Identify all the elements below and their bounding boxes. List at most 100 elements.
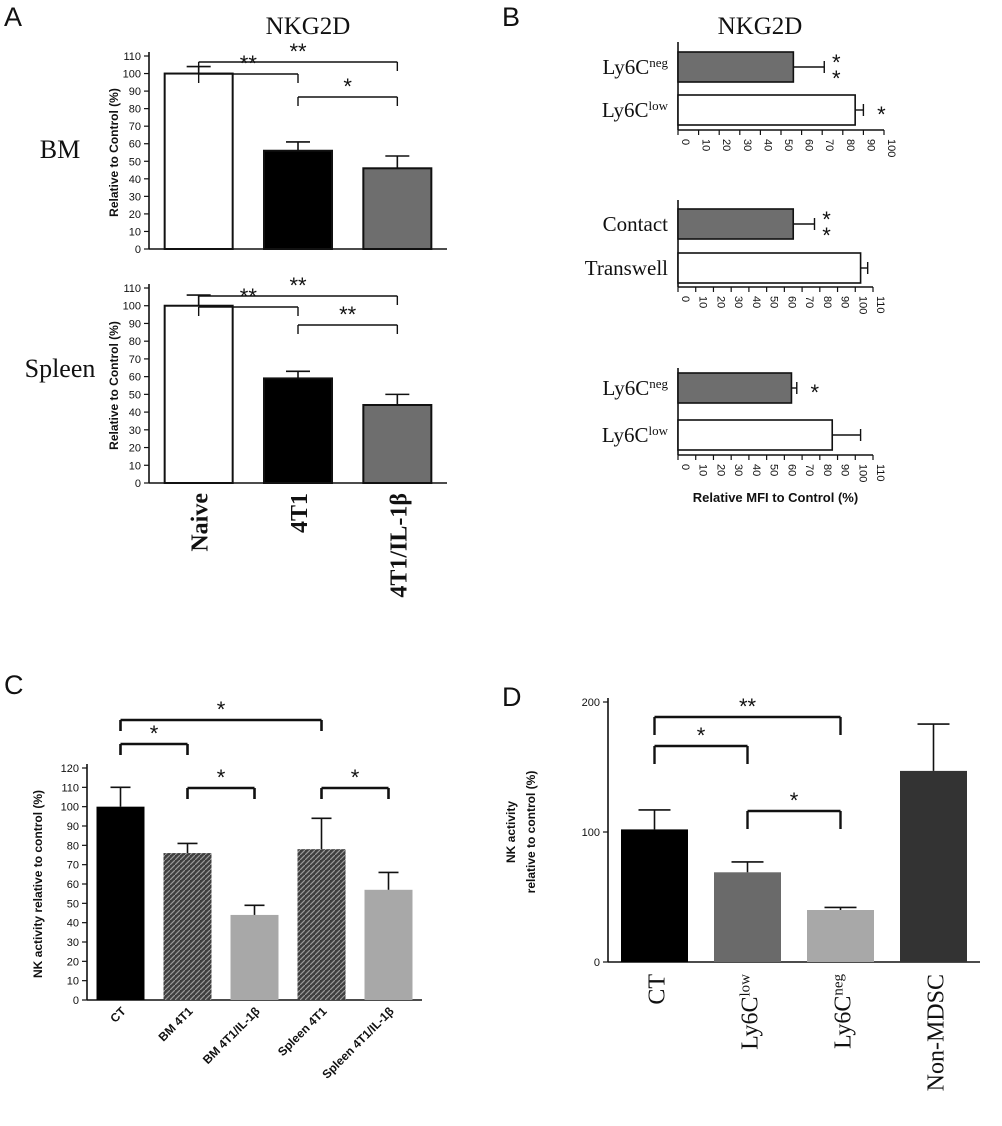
x-tick-label: 100 bbox=[856, 464, 868, 482]
y-tick-label: 70 bbox=[129, 121, 141, 133]
category-label: Naive bbox=[188, 493, 214, 552]
significance-label: * bbox=[217, 697, 226, 722]
y-tick-label: 120 bbox=[61, 763, 79, 775]
y-tick-label: 30 bbox=[67, 937, 79, 949]
significance-label: * bbox=[217, 765, 226, 790]
significance-label: ** bbox=[289, 39, 307, 64]
x-tick-label: 0 bbox=[679, 296, 691, 302]
category-label: 4T1/IL-1β bbox=[386, 493, 412, 598]
category-label: BM 4T1 bbox=[156, 1004, 196, 1044]
x-tick-label: 10 bbox=[697, 296, 709, 308]
y-tick-label: 100 bbox=[123, 69, 141, 81]
significance-label: * bbox=[810, 380, 819, 405]
y-tick-label: 110 bbox=[123, 51, 141, 63]
panel-a-title: NKG2D bbox=[266, 13, 351, 40]
significance-label: ** bbox=[739, 694, 757, 719]
bar bbox=[677, 51, 795, 83]
x-tick-label: 40 bbox=[750, 296, 762, 308]
category-label: Spleen 4T1 bbox=[275, 1004, 330, 1059]
bar bbox=[163, 304, 234, 484]
y-tick-label: 40 bbox=[67, 918, 79, 930]
y-tick-label: 200 bbox=[582, 697, 600, 709]
y-tick-label: 80 bbox=[129, 104, 141, 116]
x-tick-label: 60 bbox=[803, 139, 815, 151]
panel-letter-d: D bbox=[502, 682, 522, 712]
bar bbox=[230, 914, 279, 1000]
x-tick-label: 80 bbox=[844, 139, 856, 151]
y-tick-label: 20 bbox=[129, 443, 141, 455]
panel-a-row-label-bm: BM bbox=[40, 135, 80, 164]
significance-label: * bbox=[150, 721, 159, 746]
y-tick-label: 0 bbox=[135, 244, 141, 256]
significance-label: * bbox=[351, 765, 360, 790]
bar bbox=[621, 829, 688, 962]
category-label: Contact bbox=[603, 212, 668, 236]
category-label: Transwell bbox=[585, 256, 668, 280]
bar bbox=[362, 167, 433, 250]
y-tick-label: 20 bbox=[67, 956, 79, 968]
x-tick-label: 50 bbox=[768, 464, 780, 476]
y-tick-label: 70 bbox=[67, 860, 79, 872]
bar bbox=[677, 372, 793, 404]
y-tick-label: 90 bbox=[129, 86, 141, 98]
y-tick-label: 40 bbox=[129, 407, 141, 419]
x-tick-label: 10 bbox=[700, 139, 712, 151]
x-tick-label: 20 bbox=[714, 296, 726, 308]
x-tick-label: 110 bbox=[874, 464, 886, 482]
bar bbox=[163, 853, 212, 1000]
x-tick-label: 80 bbox=[821, 296, 833, 308]
y-tick-label: 50 bbox=[67, 898, 79, 910]
y-tick-label: 0 bbox=[594, 957, 600, 969]
chart-b-ly6c-2: 0 10 20 30 40 50 60 70 80 90 100 110 Ly6Cneg * Ly6Clow… bbox=[602, 368, 886, 505]
y-tick-label: 10 bbox=[67, 976, 79, 988]
panel-b-title: NKG2D bbox=[718, 13, 803, 40]
y-tick-label: 0 bbox=[73, 995, 79, 1007]
y-tick-label: 50 bbox=[129, 156, 141, 168]
x-tick-label: 70 bbox=[803, 464, 815, 476]
x-tick-label: 90 bbox=[864, 139, 876, 151]
bar bbox=[263, 149, 333, 250]
chart-a-bm: 0 10 20 30 40 50 60 70 80 90 100 110 Relative to Con… bbox=[107, 39, 447, 256]
y-tick-label: 20 bbox=[129, 209, 141, 221]
y-tick-label: 60 bbox=[67, 879, 79, 891]
significance-label: * bbox=[697, 723, 706, 748]
bar bbox=[900, 770, 967, 962]
x-tick-label: 50 bbox=[768, 296, 780, 308]
category-label: Ly6Cneg bbox=[603, 55, 669, 80]
x-tick-label: 110 bbox=[874, 296, 886, 314]
panel-letter-c: C bbox=[4, 670, 24, 700]
bar bbox=[163, 72, 234, 250]
category-label: Non-MDSC bbox=[924, 974, 950, 1091]
bar bbox=[364, 889, 413, 1000]
y-tick-label: 30 bbox=[129, 425, 141, 437]
significance-label: ** bbox=[339, 302, 357, 327]
x-tick-label: 30 bbox=[732, 464, 744, 476]
x-tick-label: 60 bbox=[785, 464, 797, 476]
y-tick-label: 100 bbox=[61, 802, 79, 814]
y-tick-label: 100 bbox=[123, 301, 141, 313]
chart-c: 0 10 20 30 40 50 60 70 80 90 100 110 120 NK activity … bbox=[31, 697, 422, 1082]
panel-letter-b: B bbox=[502, 2, 520, 32]
category-label: Ly6Clow bbox=[602, 423, 669, 448]
y-tick-label: 80 bbox=[129, 336, 141, 348]
y-tick-label: 70 bbox=[129, 354, 141, 366]
category-label: Ly6Cneg bbox=[831, 974, 857, 1050]
y-tick-label: 60 bbox=[129, 372, 141, 384]
significance-label: * bbox=[822, 223, 831, 248]
significance-label: * bbox=[343, 74, 352, 99]
x-tick-label: 70 bbox=[803, 296, 815, 308]
x-tick-label: 100 bbox=[885, 139, 897, 157]
bar bbox=[677, 94, 856, 126]
bar bbox=[677, 208, 795, 240]
y-tick-label: 10 bbox=[129, 460, 141, 472]
y-tick-label: 100 bbox=[582, 827, 600, 839]
x-tick-label: 40 bbox=[750, 464, 762, 476]
bar bbox=[714, 872, 781, 962]
significance-label: * bbox=[790, 788, 799, 813]
x-tick-label: 80 bbox=[821, 464, 833, 476]
x-tick-label: 90 bbox=[839, 296, 851, 308]
significance-label: ** bbox=[240, 51, 258, 76]
x-tick-label: 40 bbox=[761, 139, 773, 151]
x-tick-label: 20 bbox=[714, 464, 726, 476]
y-tick-label: 60 bbox=[129, 139, 141, 151]
